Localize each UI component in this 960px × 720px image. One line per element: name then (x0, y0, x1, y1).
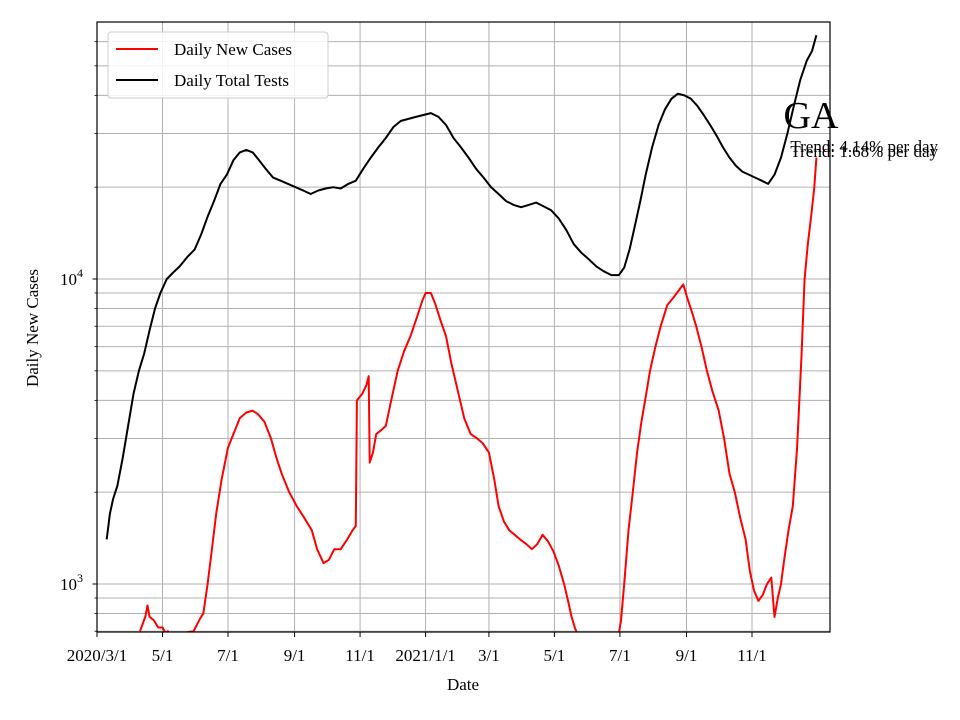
trend-annotation-2: Trend: 1.68% per day (790, 142, 938, 161)
y-tick-label-exponent: 3 (77, 571, 83, 585)
trend-annotation-1: Trend: 4.14% per day (790, 137, 938, 156)
y-tick-label-base: 10 (60, 270, 77, 289)
x-axis-title: Date (447, 675, 479, 694)
axis-ticks: 2020/3/1 5/1 7/1 9/1 11/1 2021/1/1 3/1 5/1 7/1 9/… (60, 41, 767, 665)
legend-label-daily-total-tests: Daily Total Tests (174, 71, 289, 90)
x-tick-label: 2021/1/1 (395, 646, 455, 665)
x-tick-label: 9/1 (284, 646, 306, 665)
y-tick-label-exponent: 4 (77, 266, 83, 280)
x-tick-label: 2020/3/1 (67, 646, 127, 665)
x-tick-label: 7/1 (609, 646, 631, 665)
legend-label-daily-new-cases: Daily New Cases (174, 40, 292, 59)
x-tick-label: 3/1 (478, 646, 500, 665)
x-tick-label: 5/1 (152, 646, 174, 665)
y-axis-title: Daily New Cases (23, 269, 42, 387)
y-tick-label: 103 (60, 571, 83, 594)
state-label: GA (784, 95, 839, 137)
legend: Daily New Cases Daily Total Tests (107, 31, 329, 99)
series-lines (105, 34, 818, 632)
x-tick-label: 9/1 (676, 646, 698, 665)
plot-frame (96, 21, 831, 633)
x-tick-label: 11/1 (345, 646, 375, 665)
x-tick-label: 11/1 (737, 646, 767, 665)
x-tick-label: 7/1 (217, 646, 239, 665)
legend-box (107, 31, 329, 99)
x-tick-label: 5/1 (544, 646, 566, 665)
y-tick-label-base: 10 (60, 575, 77, 594)
series-line-daily-new-cases (139, 157, 818, 632)
series-line-daily-total-tests (105, 34, 818, 540)
y-tick-label: 104 (60, 266, 83, 289)
grid-lines (96, 22, 830, 632)
